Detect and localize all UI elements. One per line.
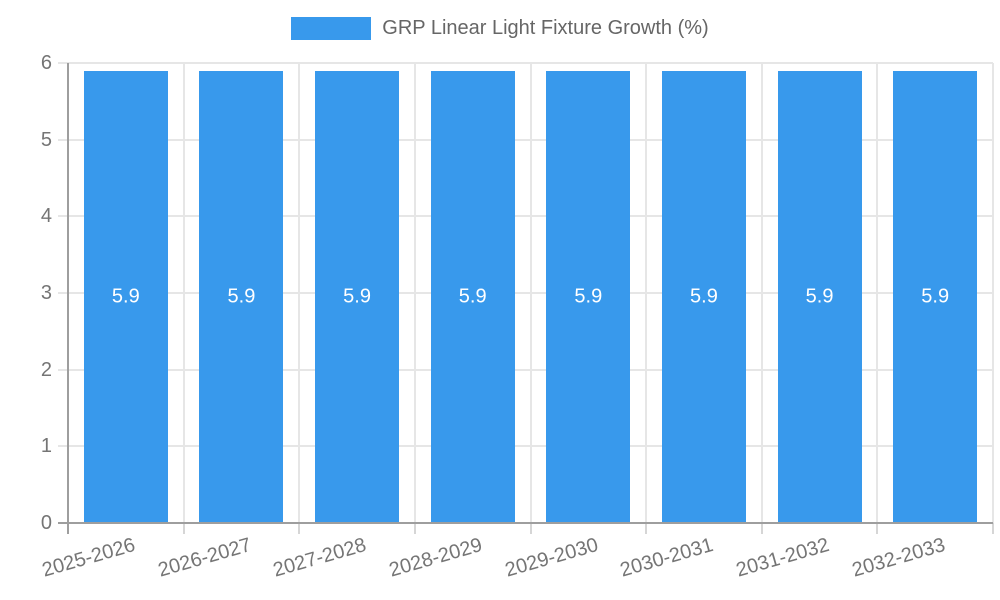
- bar[interactable]: 5.9: [661, 70, 746, 523]
- legend[interactable]: GRP Linear Light Fixture Growth (%): [0, 17, 1000, 40]
- bar[interactable]: 5.9: [546, 70, 631, 523]
- bar-value-label: 5.9: [111, 285, 140, 308]
- x-axis-tick-label: 2028-2029: [386, 534, 485, 582]
- gridline-horizontal: [58, 368, 993, 371]
- x-axis-tick-label: 2025-2026: [39, 534, 138, 582]
- x-axis-tick-mark: [182, 523, 185, 534]
- gridline-horizontal: [58, 292, 993, 294]
- y-axis-tick-label: 2: [40, 358, 52, 381]
- gridline-vertical: [413, 63, 416, 523]
- gridline-horizontal: [58, 445, 993, 448]
- gridline-vertical: [876, 63, 879, 523]
- x-axis-tick-mark: [298, 523, 301, 534]
- bar[interactable]: 5.9: [83, 70, 168, 523]
- x-axis-tick-label: 2032-2033: [849, 534, 948, 582]
- x-axis-line: [58, 522, 993, 524]
- bar-value-label: 5.9: [574, 285, 603, 308]
- gridline-horizontal: [58, 215, 993, 218]
- gridline-vertical: [760, 63, 763, 523]
- legend-label: GRP Linear Light Fixture Growth (%): [382, 17, 709, 39]
- x-axis-tick-label: 2031-2032: [733, 534, 832, 582]
- gridline-horizontal: [58, 138, 993, 141]
- gridline-vertical: [298, 63, 301, 523]
- x-axis-tick-mark: [645, 523, 648, 534]
- bar[interactable]: 5.9: [430, 70, 515, 523]
- x-axis-tick-mark: [413, 523, 416, 534]
- x-axis-tick-mark: [992, 523, 994, 534]
- gridline-vertical: [182, 63, 185, 523]
- bar-value-label: 5.9: [458, 285, 487, 308]
- y-axis-tick-label: 4: [40, 205, 52, 228]
- bar[interactable]: 5.9: [315, 70, 400, 523]
- x-axis-tick-mark: [529, 523, 532, 534]
- y-axis-line: [67, 63, 69, 534]
- bar-value-label: 5.9: [227, 285, 256, 308]
- y-axis-tick-label: 0: [40, 512, 52, 534]
- gridline-horizontal: [58, 62, 993, 64]
- legend-swatch: [291, 17, 372, 40]
- x-axis-tick-mark: [760, 523, 763, 534]
- x-axis-tick-label: 2029-2030: [502, 534, 601, 582]
- y-axis-tick-label: 6: [40, 52, 52, 74]
- y-axis-tick-label: 5: [40, 128, 52, 151]
- bar-value-label: 5.9: [805, 285, 834, 308]
- gridline-vertical: [645, 63, 648, 523]
- bar[interactable]: 5.9: [893, 70, 978, 523]
- x-axis-tick-label: 2026-2027: [155, 534, 254, 582]
- bar-value-label: 5.9: [690, 285, 718, 308]
- gridline-vertical: [992, 63, 994, 523]
- x-axis-tick-label: 2027-2028: [271, 534, 370, 582]
- y-axis-tick-label: 3: [40, 282, 52, 304]
- x-axis-tick-mark: [876, 523, 879, 534]
- bar-value-label: 5.9: [343, 285, 371, 308]
- bar-value-label: 5.9: [921, 285, 950, 308]
- y-axis-tick-label: 1: [40, 435, 52, 458]
- bar[interactable]: 5.9: [777, 70, 862, 523]
- bar[interactable]: 5.9: [199, 70, 284, 523]
- x-axis-tick-label: 2030-2031: [617, 534, 717, 582]
- gridline-vertical: [529, 63, 532, 523]
